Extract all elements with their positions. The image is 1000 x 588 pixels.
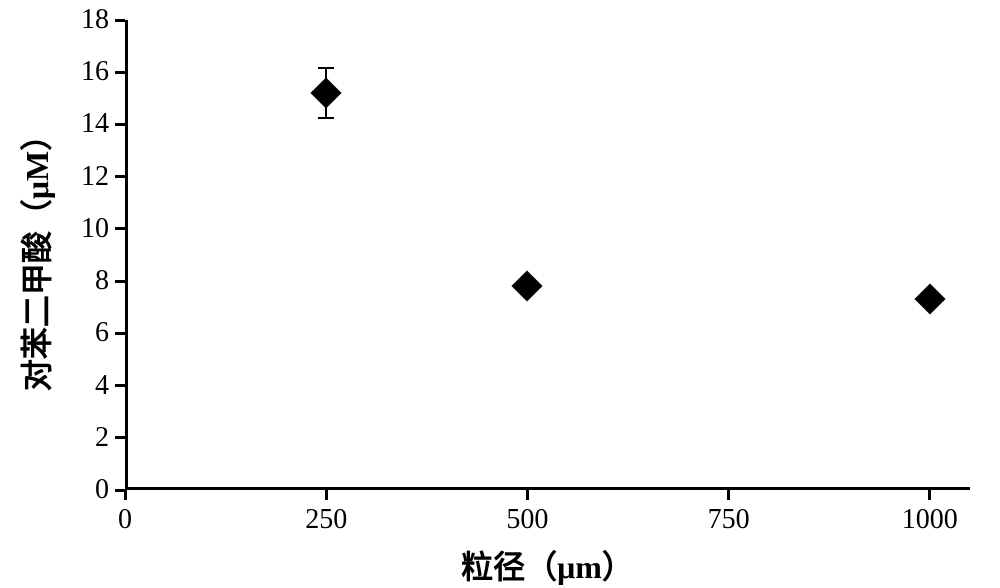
x-tick-label: 1000 bbox=[902, 504, 958, 536]
y-tick bbox=[115, 280, 125, 283]
x-tick bbox=[727, 490, 730, 500]
y-tick-label: 6 bbox=[95, 317, 109, 349]
x-axis-label: 粒径（μm） bbox=[461, 542, 634, 588]
error-bar-cap bbox=[318, 67, 334, 69]
error-bar-cap bbox=[318, 117, 334, 119]
y-tick-label: 14 bbox=[81, 108, 109, 140]
scatter-chart: 对苯二甲酸（μM） 粒径（μm） 02468101214161802505007… bbox=[0, 0, 1000, 582]
y-tick bbox=[115, 19, 125, 22]
y-tick bbox=[115, 227, 125, 230]
y-tick-label: 18 bbox=[81, 4, 109, 36]
y-tick-label: 2 bbox=[95, 422, 109, 454]
x-tick-label: 750 bbox=[708, 504, 750, 536]
y-tick-label: 4 bbox=[95, 370, 109, 402]
y-tick-label: 8 bbox=[95, 265, 109, 297]
y-tick-label: 16 bbox=[81, 56, 109, 88]
y-tick-label: 10 bbox=[81, 213, 109, 245]
y-tick bbox=[115, 175, 125, 178]
x-tick-label: 500 bbox=[506, 504, 548, 536]
y-tick bbox=[115, 384, 125, 387]
plot-area bbox=[125, 20, 970, 490]
x-tick-label: 0 bbox=[118, 504, 132, 536]
y-tick bbox=[115, 332, 125, 335]
x-tick bbox=[526, 490, 529, 500]
y-axis-label: 对苯二甲酸（μM） bbox=[12, 119, 58, 391]
y-tick bbox=[115, 123, 125, 126]
x-tick-label: 250 bbox=[305, 504, 347, 536]
x-tick bbox=[124, 490, 127, 500]
y-tick bbox=[115, 436, 125, 439]
x-tick bbox=[325, 490, 328, 500]
y-tick-label: 0 bbox=[95, 474, 109, 506]
y-tick bbox=[115, 71, 125, 74]
x-tick bbox=[928, 490, 931, 500]
y-tick-label: 12 bbox=[81, 161, 109, 193]
